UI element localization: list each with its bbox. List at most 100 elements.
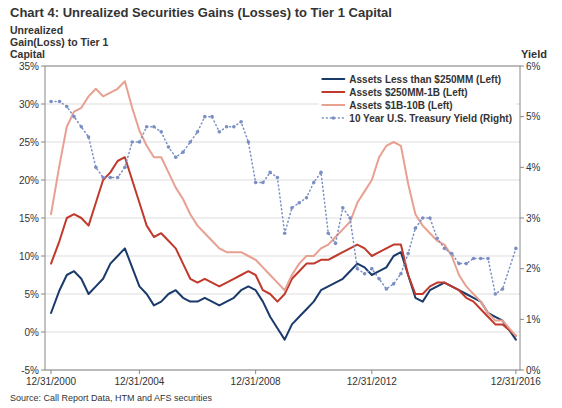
grid-line <box>45 294 520 295</box>
series-marker <box>210 115 214 119</box>
y2-tick <box>520 218 524 219</box>
y-tick <box>41 332 45 333</box>
y-tick-label: 0% <box>25 327 40 338</box>
title: Chart 4: Unrealized Securities Gains (Lo… <box>10 5 392 20</box>
series-marker <box>406 252 410 256</box>
y-tick <box>41 142 45 143</box>
legend-entry: Assets $250MM-1B (Left) <box>349 87 467 98</box>
series-marker <box>181 150 185 154</box>
series-marker <box>130 140 134 144</box>
series-marker <box>326 231 330 235</box>
legend-entry: Assets Less than $250MM (Left) <box>349 74 501 85</box>
series-marker <box>87 135 91 139</box>
y-tick <box>41 104 45 105</box>
legend-marker <box>332 116 336 120</box>
x-tick <box>139 370 140 374</box>
x-tick <box>515 370 516 374</box>
series-marker <box>138 140 142 144</box>
grid-line <box>45 332 520 333</box>
series-marker <box>196 130 200 134</box>
series-marker <box>188 140 192 144</box>
series-marker <box>290 206 294 210</box>
grid <box>45 66 520 370</box>
series-marker <box>109 176 113 180</box>
legend-entry: Assets $1B-10B (Left) <box>349 100 452 111</box>
y2-tick-label: 5% <box>526 111 541 122</box>
y2-axis-label: Yield <box>521 48 547 60</box>
series-marker <box>464 262 468 266</box>
series-marker <box>443 247 447 251</box>
legend-swatch <box>322 104 344 106</box>
legend: Assets Less than $250MM (Left) Assets $25… <box>318 70 516 126</box>
series-marker <box>414 226 418 230</box>
series-marker <box>247 140 251 144</box>
series-marker <box>363 272 367 276</box>
series-marker <box>334 242 338 246</box>
y2-tick <box>520 370 524 371</box>
y-tick <box>41 66 45 67</box>
series-marker <box>123 166 127 170</box>
grid-line <box>45 180 520 181</box>
series-marker <box>428 216 432 220</box>
x-tick <box>371 370 372 374</box>
y-tick-label: -5% <box>21 365 39 376</box>
series-marker <box>297 201 301 205</box>
y2-tick <box>520 116 524 117</box>
series-marker <box>232 125 236 129</box>
y2-tick <box>520 268 524 269</box>
series-marker <box>319 171 323 175</box>
source-note: Source: Call Report Data, HTM and AFS se… <box>10 393 213 403</box>
series-marker <box>450 252 454 256</box>
series-marker <box>276 176 280 180</box>
x-tick-label: 12/31/2008 <box>231 376 281 387</box>
series-marker <box>159 130 163 134</box>
x-tick <box>51 370 52 374</box>
series-marker <box>421 216 425 220</box>
x-tick <box>255 370 256 374</box>
series-marker <box>479 257 483 261</box>
y-tick <box>41 180 45 181</box>
series-marker <box>72 115 76 119</box>
series-marker <box>65 105 69 109</box>
series-marker <box>377 277 381 281</box>
legend-entry: 10 Year U.S. Treasury Yield (Right) <box>349 113 512 124</box>
series-marker <box>94 166 98 170</box>
series-marker <box>58 100 62 104</box>
y2-tick <box>520 66 524 67</box>
series-marker <box>385 287 389 291</box>
y-tick <box>41 294 45 295</box>
y2-tick <box>520 167 524 168</box>
series-marker <box>370 267 374 271</box>
legend-background <box>318 70 516 126</box>
series-marker <box>152 125 156 129</box>
series-marker <box>472 257 476 261</box>
series-marker <box>203 115 207 119</box>
y2-tick-label: 0% <box>526 365 541 376</box>
series-marker <box>283 231 287 235</box>
y-tick-label: 30% <box>19 99 39 110</box>
y-axis-label: Capital <box>10 48 45 60</box>
series-marker <box>174 155 178 159</box>
series-marker <box>356 267 360 271</box>
y2-tick-label: 4% <box>526 162 541 173</box>
y2-tick-label: 1% <box>526 314 541 325</box>
series-marker <box>218 130 222 134</box>
x-tick-label: 12/31/2012 <box>347 376 397 387</box>
y2-tick-label: 2% <box>526 263 541 274</box>
y2-tick-label: 6% <box>526 61 541 72</box>
series-marker <box>486 257 490 261</box>
series-marker <box>435 236 439 240</box>
y-tick-label: 35% <box>19 61 39 72</box>
y-tick <box>41 256 45 257</box>
series-marker <box>167 145 171 149</box>
series-marker <box>116 176 120 180</box>
series-marker <box>514 247 518 251</box>
x-tick-label: 12/31/2004 <box>114 376 164 387</box>
y-tick-label: 5% <box>25 289 40 300</box>
series-marker <box>145 125 149 129</box>
y-axis-label: Unrealized <box>10 24 63 36</box>
y-tick <box>41 370 45 371</box>
series-marker <box>254 181 258 185</box>
series-line <box>51 101 516 294</box>
series-marker <box>392 282 396 286</box>
